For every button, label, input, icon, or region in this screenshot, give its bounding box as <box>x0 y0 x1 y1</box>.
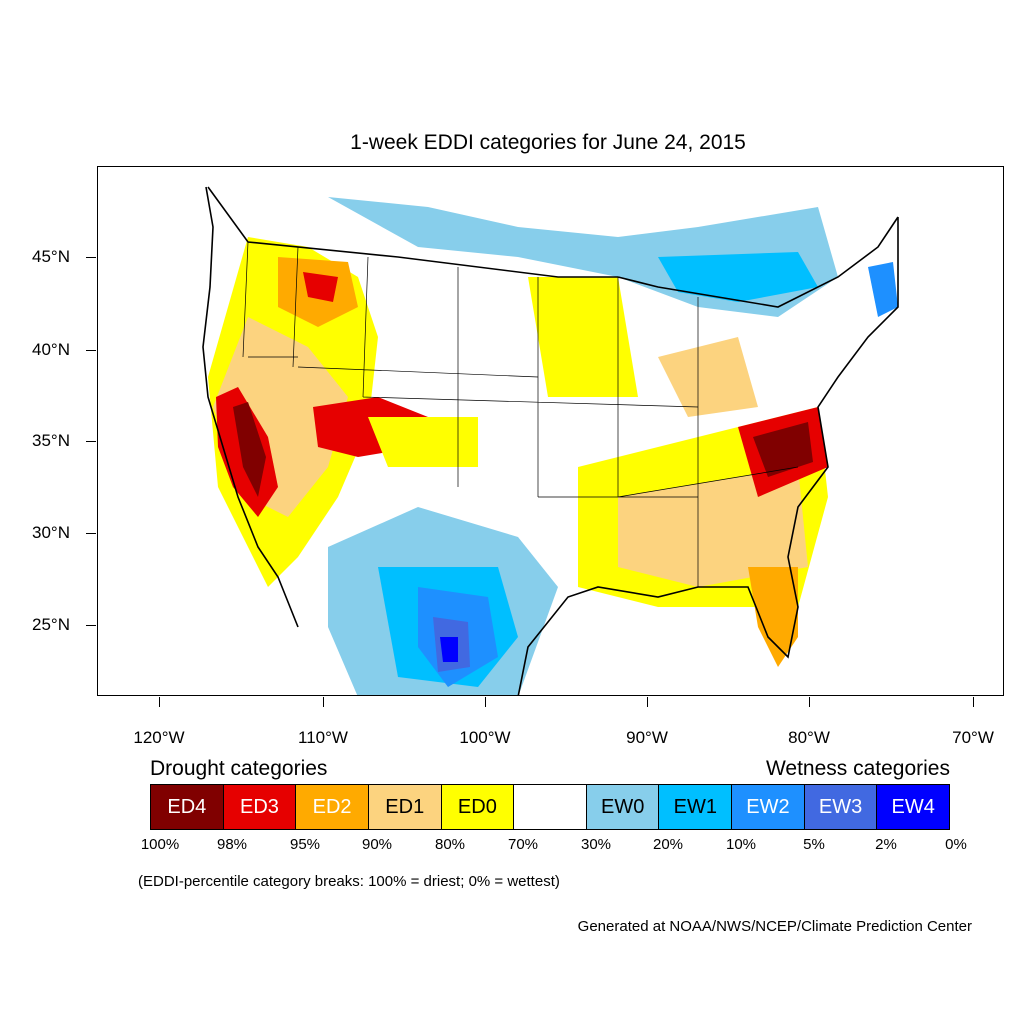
pct-break: 20% <box>652 836 684 853</box>
legend-label: EW0 <box>600 795 645 818</box>
pct-break: 30% <box>580 836 612 853</box>
lon-label-100: 100°W <box>459 728 511 747</box>
lon-tick-70 <box>973 697 974 707</box>
lon-label-80: 80°W <box>788 728 830 747</box>
lon-label-70: 70°W <box>952 728 994 747</box>
legend-ed0: ED0 <box>441 785 515 829</box>
pct-break: 80% <box>434 836 466 853</box>
lat-tick-35 <box>86 441 96 442</box>
pct-break: 90% <box>361 836 393 853</box>
lon-tick-90 <box>647 697 648 707</box>
category-legend: ED4 ED3 ED2 ED1 ED0 EW0 EW1 EW2 EW3 EW4 <box>150 784 950 830</box>
legend-label: EW1 <box>673 795 717 818</box>
legend-ew2: EW2 <box>732 785 805 829</box>
credit-line: Generated at NOAA/NWS/NCEP/Climate Predi… <box>577 918 972 935</box>
lat-tick-30 <box>86 533 96 534</box>
legend-ed2: ED2 <box>296 785 369 829</box>
lat-label-35: 35°N <box>32 431 70 450</box>
lon-tick-80 <box>809 697 810 707</box>
legend-ed4: ED4 <box>151 785 224 829</box>
lat-tick-40 <box>86 350 96 351</box>
legend-label: ED1 <box>385 795 425 818</box>
region-carolinas-ed4 <box>753 422 813 477</box>
wetness-categories-header: Wetness categories <box>765 757 950 780</box>
legend-label: EW4 <box>891 795 935 818</box>
pct-break: 5% <box>803 836 825 853</box>
lat-label-30: 30°N <box>32 523 70 542</box>
pct-break: 2% <box>875 836 897 853</box>
lon-tick-110 <box>323 697 324 707</box>
category-breaks-note: (EDDI-percentile category breaks: 100% =… <box>138 873 560 890</box>
pct-break: 98% <box>216 836 248 853</box>
lat-label-25: 25°N <box>32 615 70 634</box>
legend-ew0: EW0 <box>586 785 660 829</box>
pct-break: 0% <box>945 836 967 853</box>
lat-tick-45 <box>86 257 96 258</box>
region-maine-ew2 <box>868 262 898 317</box>
legend-ew3: EW3 <box>804 785 878 829</box>
pct-break: 95% <box>289 836 321 853</box>
state-borders <box>242 241 799 587</box>
legend-ed1: ED1 <box>368 785 442 829</box>
eddi-map <box>202 186 899 695</box>
region-ca-ed4 <box>233 402 266 497</box>
region-plains-ed0 <box>368 417 478 467</box>
pct-break: 70% <box>507 836 539 853</box>
map-title: 1-week EDDI categories for June 24, 2015 <box>350 131 746 154</box>
legend-label: EW3 <box>818 795 863 818</box>
legend-ed3: ED3 <box>223 785 297 829</box>
region-midwest-ed0 <box>528 277 638 397</box>
legend-neutral <box>514 785 587 829</box>
legend-ew1: EW1 <box>659 785 733 829</box>
legend-label: ED0 <box>457 795 497 818</box>
region-ohio-ed1 <box>658 337 758 417</box>
lon-label-90: 90°W <box>626 728 668 747</box>
legend-label: ED3 <box>240 795 279 818</box>
lat-tick-25 <box>86 625 96 626</box>
lon-label-120: 120°W <box>133 728 185 747</box>
pct-break: 10% <box>725 836 757 853</box>
legend-label: EW2 <box>746 795 790 818</box>
region-north-ew1 <box>658 252 818 302</box>
map-panel <box>97 166 1004 696</box>
drought-categories-header: Drought categories <box>150 757 328 780</box>
lon-label-110: 110°W <box>298 728 348 747</box>
region-montana-ed3 <box>303 272 338 302</box>
legend-label: ED4 <box>167 795 207 818</box>
lon-tick-100 <box>485 697 486 707</box>
region-florida-ed2 <box>748 567 798 667</box>
lon-tick-120 <box>159 697 160 707</box>
lat-label-40: 40°N <box>32 340 70 359</box>
region-texas-ew4 <box>440 637 458 662</box>
legend-label: ED2 <box>312 795 352 818</box>
lat-label-45: 45°N <box>32 247 70 266</box>
legend-ew4: EW4 <box>877 785 950 829</box>
pct-break: 100% <box>140 836 180 853</box>
coastline <box>202 186 899 695</box>
